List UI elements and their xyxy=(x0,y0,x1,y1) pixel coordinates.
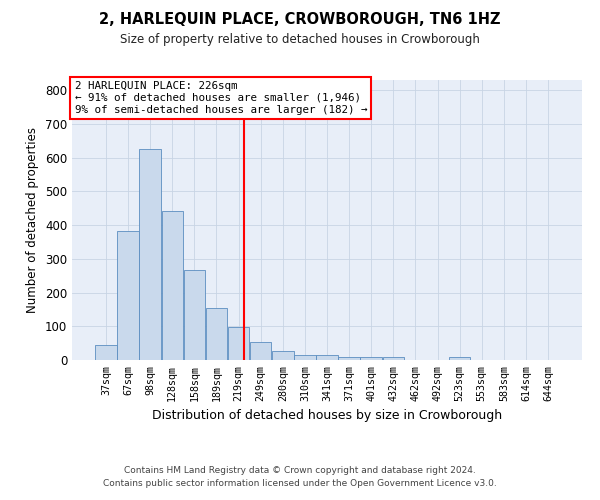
Bar xyxy=(250,342,271,360)
Bar xyxy=(161,210,183,360)
Text: Size of property relative to detached houses in Crowborough: Size of property relative to detached ho… xyxy=(120,32,480,46)
Bar xyxy=(383,356,404,360)
Bar xyxy=(139,149,161,360)
Bar xyxy=(361,356,382,360)
Bar xyxy=(117,231,139,360)
Bar xyxy=(95,345,116,360)
Text: 2, HARLEQUIN PLACE, CROWBOROUGH, TN6 1HZ: 2, HARLEQUIN PLACE, CROWBOROUGH, TN6 1HZ xyxy=(99,12,501,28)
Y-axis label: Number of detached properties: Number of detached properties xyxy=(26,127,40,313)
X-axis label: Distribution of detached houses by size in Crowborough: Distribution of detached houses by size … xyxy=(152,409,502,422)
Bar xyxy=(184,270,205,360)
Bar xyxy=(338,356,360,360)
Bar xyxy=(294,355,316,360)
Bar xyxy=(316,355,338,360)
Text: Contains HM Land Registry data © Crown copyright and database right 2024.
Contai: Contains HM Land Registry data © Crown c… xyxy=(103,466,497,487)
Bar xyxy=(272,350,293,360)
Bar xyxy=(206,308,227,360)
Bar xyxy=(449,358,470,360)
Text: 2 HARLEQUIN PLACE: 226sqm
← 91% of detached houses are smaller (1,946)
9% of sem: 2 HARLEQUIN PLACE: 226sqm ← 91% of detac… xyxy=(74,82,367,114)
Bar xyxy=(228,327,249,360)
